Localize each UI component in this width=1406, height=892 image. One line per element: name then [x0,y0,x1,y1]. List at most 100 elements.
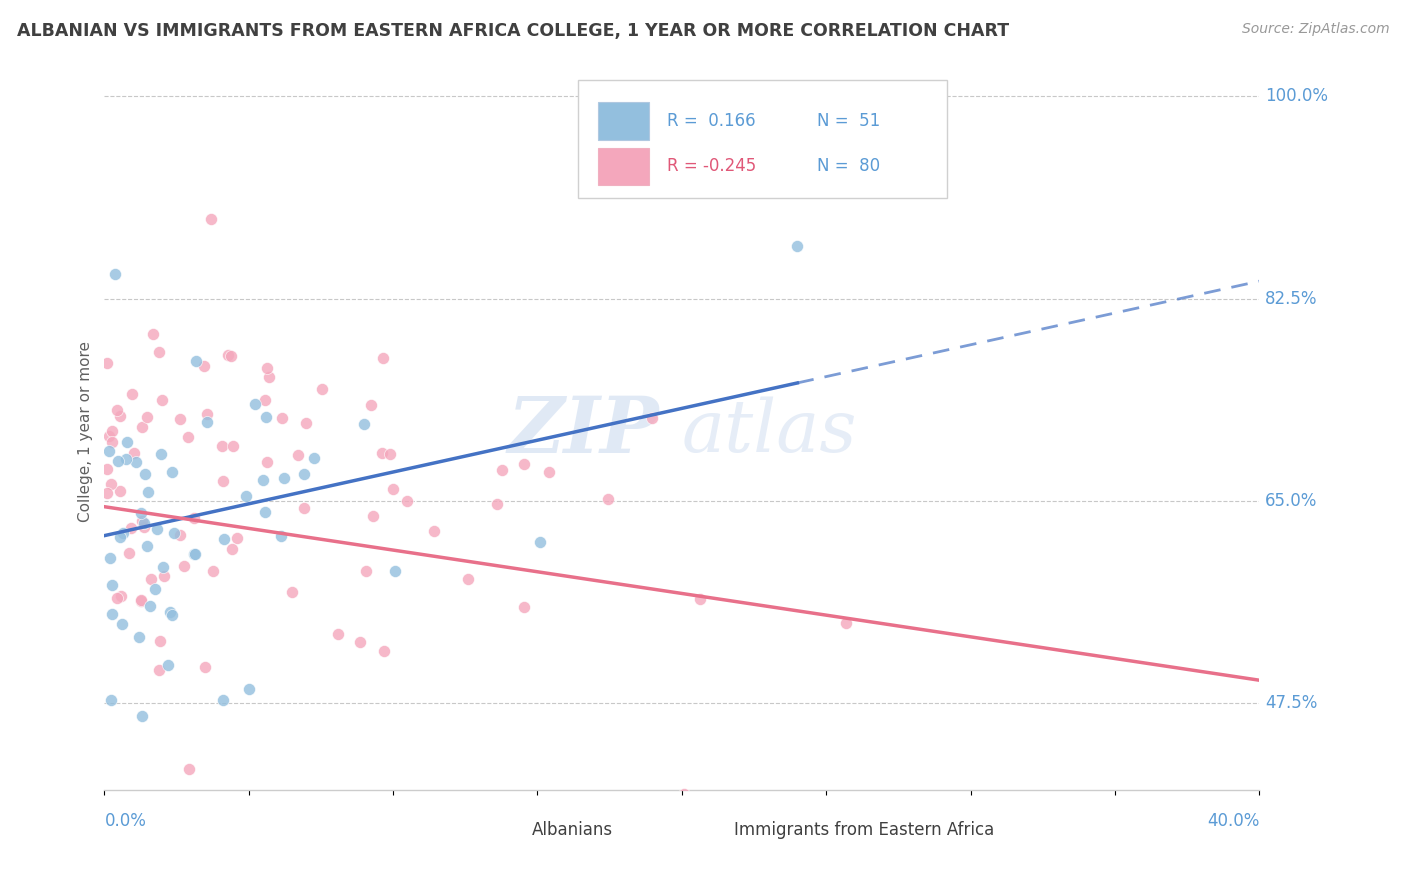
Point [292,467,315,481]
Point [222,439,245,453]
Point [159,605,181,619]
Point [173,559,195,574]
Point [183,511,205,525]
Point [195,415,218,429]
Point [529,535,551,549]
Point [131,514,153,528]
Point [363,509,385,524]
Point [100,693,122,707]
Point [326,626,349,640]
Point [381,483,404,497]
Point [537,465,560,479]
Point [101,434,124,449]
Point [221,541,243,556]
Point [136,409,159,424]
Point [371,351,394,366]
Point [485,497,508,511]
Text: 65.0%: 65.0% [1265,491,1317,510]
Point [201,564,224,578]
Point [254,392,277,407]
Point [254,409,277,424]
Point [252,474,274,488]
Point [835,615,858,630]
Point [118,546,141,560]
Text: ZIP: ZIP [508,393,659,470]
Point [238,682,260,697]
Point [139,572,162,586]
Point [131,709,153,723]
FancyBboxPatch shape [485,821,517,838]
Point [212,693,235,707]
Point [104,267,127,281]
Point [110,589,132,603]
Point [101,424,124,438]
Point [270,529,292,543]
Point [156,658,179,673]
Point [349,635,371,649]
Point [294,416,316,430]
Point [184,548,207,562]
Text: 82.5%: 82.5% [1265,290,1317,308]
Point [457,572,479,586]
Point [360,398,382,412]
Point [169,528,191,542]
Point [193,359,215,373]
Point [149,634,172,648]
Point [281,584,304,599]
Point [139,599,162,613]
Point [373,643,395,657]
Point [256,455,278,469]
Point [96,355,118,369]
Point [111,616,134,631]
Point [423,524,446,538]
Point [212,533,235,547]
Point [114,451,136,466]
Point [98,550,121,565]
Point [131,420,153,434]
Point [384,564,406,578]
Point [353,417,375,431]
Point [183,547,205,561]
Point [219,350,242,364]
Point [129,593,152,607]
Point [253,505,276,519]
Text: atlas: atlas [682,396,858,467]
Point [370,446,392,460]
Point [689,592,711,607]
Point [134,519,156,533]
Point [107,454,129,468]
Point [136,484,159,499]
Point [97,443,120,458]
Point [110,484,132,499]
Point [396,493,419,508]
Text: Source: ZipAtlas.com: Source: ZipAtlas.com [1241,22,1389,37]
Point [129,594,152,608]
Point [101,578,124,592]
Point [225,532,247,546]
Point [129,506,152,520]
Point [108,409,131,424]
Point [150,392,173,407]
Point [169,412,191,426]
Point [177,430,200,444]
Point [184,353,207,368]
Point [513,457,536,471]
Text: Immigrants from Eastern Africa: Immigrants from Eastern Africa [734,821,994,838]
FancyBboxPatch shape [688,821,720,838]
Point [195,407,218,421]
Point [273,471,295,485]
Point [211,439,233,453]
Point [211,474,233,488]
Point [200,211,222,226]
Text: ALBANIAN VS IMMIGRANTS FROM EASTERN AFRICA COLLEGE, 1 YEAR OR MORE CORRELATION C: ALBANIAN VS IMMIGRANTS FROM EASTERN AFRI… [17,22,1010,40]
Text: N =  80: N = 80 [817,157,880,175]
Point [112,525,135,540]
Point [641,410,664,425]
FancyBboxPatch shape [598,103,650,140]
Point [148,345,170,359]
Point [270,411,292,425]
Text: 40.0%: 40.0% [1206,812,1260,830]
Point [121,387,143,401]
Point [101,607,124,621]
Point [356,565,378,579]
